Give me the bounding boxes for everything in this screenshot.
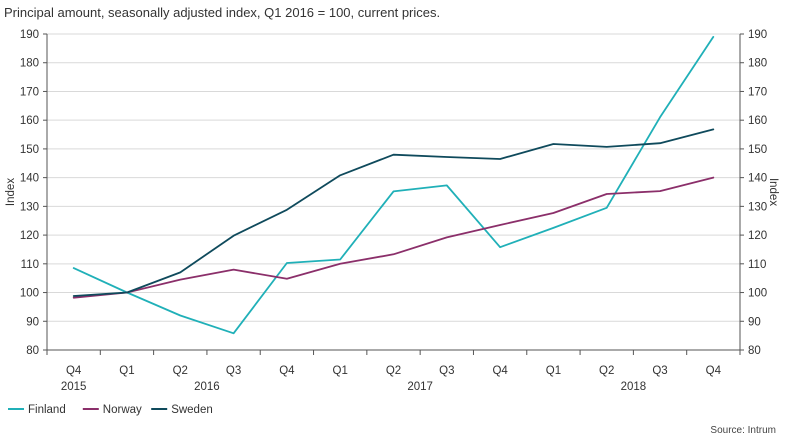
y-tick-label-left: 140 [20, 173, 39, 185]
x-tick-label: Q1 [119, 365, 134, 377]
x-year-label: 2016 [194, 381, 220, 393]
x-tick-label: Q3 [439, 365, 454, 377]
x-tick-label: Q2 [386, 365, 401, 377]
x-axis-years: 2015 2016 2017 2018 [61, 381, 646, 393]
y-tick-label-right: 180 [748, 58, 767, 70]
y-axis-right-ticks: 80 90 100 110 120 130 140 150 160 170 180 190 [740, 29, 767, 357]
gridlines [47, 33, 740, 322]
x-axis-ticks: Q4 Q1 Q2 Q3 Q4 Q1 Q2 Q3 Q4 Q1 Q2 Q3 Q4 [46, 350, 741, 377]
x-tick-label: Q2 [599, 365, 614, 377]
legend-label-sweden: Sweden [171, 404, 213, 416]
y-tick-label-left: 90 [26, 316, 39, 328]
y-axis-right-label: Index [767, 178, 779, 206]
y-tick-label-left: 100 [20, 288, 39, 300]
y-axis-left-label: Index [5, 178, 17, 206]
y-tick-label-right: 130 [748, 201, 767, 213]
y-tick-label-left: 110 [21, 259, 39, 271]
plot-frame [46, 34, 741, 351]
x-tick-label: Q1 [546, 365, 561, 377]
legend-label-finland: Finland [28, 404, 66, 416]
x-year-label: 2017 [407, 381, 433, 393]
y-tick-label-right: 110 [748, 259, 766, 271]
y-tick-label-right: 90 [748, 316, 761, 328]
y-tick-label-right: 170 [748, 86, 767, 98]
y-tick-label-right: 190 [748, 29, 767, 41]
y-tick-label-right: 120 [748, 230, 767, 242]
y-tick-label-left: 130 [20, 201, 39, 213]
y-tick-label-left: 80 [26, 345, 39, 357]
y-tick-label-left: 180 [20, 58, 39, 70]
x-tick-label: Q4 [492, 365, 508, 377]
chart-title: Principal amount, seasonally adjusted in… [4, 5, 441, 20]
x-year-label: 2018 [621, 381, 647, 393]
y-tick-label-right: 100 [748, 288, 767, 300]
y-tick-label-left: 160 [20, 115, 39, 127]
x-tick-label: Q1 [333, 365, 348, 377]
y-tick-label-left: 170 [20, 86, 39, 98]
y-tick-label-left: 190 [20, 29, 39, 41]
legend: Finland Norway Sweden [8, 404, 213, 416]
x-tick-label: Q2 [173, 365, 188, 377]
source-note: Source: Intrum [710, 425, 776, 436]
x-tick-label: Q3 [226, 365, 241, 377]
series-line-finland [72, 36, 715, 335]
y-axis-left-ticks: 80 90 100 110 120 130 140 150 160 170 180 190 [20, 29, 47, 357]
x-tick-label: Q4 [706, 365, 722, 377]
series-line-norway [72, 176, 715, 299]
x-tick-label: Q3 [652, 365, 667, 377]
legend-label-norway: Norway [103, 404, 142, 416]
series-line-sweden [72, 128, 715, 297]
y-tick-label-right: 150 [748, 144, 767, 156]
y-tick-label-left: 150 [20, 144, 39, 156]
y-tick-label-left: 120 [20, 230, 39, 242]
x-tick-label: Q4 [66, 365, 82, 377]
x-tick-label: Q4 [279, 365, 295, 377]
y-tick-label-right: 80 [748, 345, 761, 357]
x-year-label: 2015 [61, 381, 87, 393]
series-lines [72, 36, 715, 335]
y-tick-label-right: 160 [748, 115, 767, 127]
y-tick-label-right: 140 [748, 173, 767, 185]
